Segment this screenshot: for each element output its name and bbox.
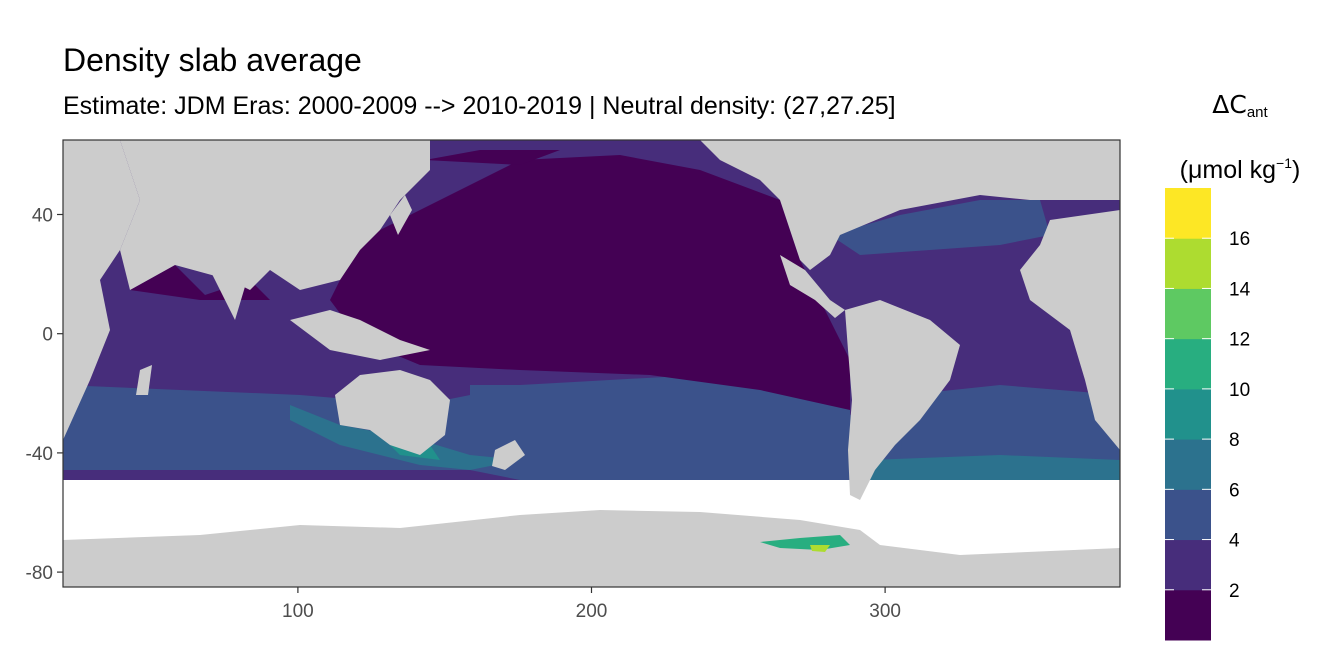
x-tick-label: 200 <box>576 601 608 622</box>
land-india <box>210 270 250 320</box>
land-australia <box>335 370 450 455</box>
colorbar-label: 14 <box>1229 279 1251 300</box>
legend-unit-sup: −1 <box>1276 155 1292 171</box>
ocean-band-0-2-north <box>425 150 560 165</box>
land-antarctica <box>63 510 1120 587</box>
legend-subscript: ant <box>1246 104 1268 121</box>
ocean-band-6-8-atlantic <box>870 455 1120 485</box>
x-axis: 100 200 300 <box>282 587 901 622</box>
legend-symbol: ΔC <box>1212 90 1247 119</box>
ocean-band-4-6-north-atlantic <box>830 200 1050 255</box>
ocean-band-0-2-pacific <box>330 155 850 410</box>
colorbar: 2 4 6 8 10 12 14 16 <box>1165 188 1251 641</box>
y-tick-label: -80 <box>26 563 53 584</box>
colorbar-label: 2 <box>1229 581 1240 602</box>
colorbar-segment <box>1165 539 1211 591</box>
colorbar-segment <box>1165 489 1211 541</box>
land-maritime-continent <box>290 310 430 360</box>
land-south-america <box>845 300 960 500</box>
page-title: Density slab average <box>63 42 362 78</box>
land-new-zealand <box>492 440 525 470</box>
y-axis: 40 0 -40 -80 <box>26 206 63 584</box>
legend-title: ΔCant (μmol kg−1) <box>1150 80 1330 195</box>
colorbar-segment <box>1165 589 1211 641</box>
colorbar-label: 4 <box>1229 531 1240 552</box>
land-africa <box>63 140 140 440</box>
x-tick-label: 300 <box>869 601 901 622</box>
y-tick-label: 0 <box>42 325 53 346</box>
ocean-band-4-6-pacific <box>470 385 850 470</box>
land-africa-atlantic-side <box>1020 210 1120 450</box>
legend-unit-open: (μmol kg <box>1179 156 1277 184</box>
colorbar-label: 16 <box>1229 229 1250 250</box>
x-tick-label: 100 <box>282 601 314 622</box>
antarctic-peak-patch <box>810 545 830 552</box>
colorbar-label: 8 <box>1229 430 1240 451</box>
legend-unit-close: ) <box>1292 156 1301 184</box>
colorbar-segment <box>1165 388 1211 440</box>
ocean-band-4-6-south-atlantic <box>900 385 1120 465</box>
colorbar-segment <box>1165 238 1211 289</box>
land-central-america <box>780 255 845 318</box>
y-tick-label: 40 <box>32 206 53 227</box>
land-greenland <box>940 140 1030 185</box>
colorbar-segment <box>1165 188 1211 239</box>
colorbar-segment <box>1165 338 1211 390</box>
land-madagascar <box>136 365 152 395</box>
land-eurasia <box>63 140 430 290</box>
colorbar-label: 6 <box>1229 480 1240 501</box>
land-japan <box>390 195 412 235</box>
colorbar-label: 10 <box>1229 380 1250 401</box>
colorbar-segment <box>1165 288 1211 340</box>
colorbar-segment <box>1165 439 1211 490</box>
page-subtitle: Estimate: JDM Eras: 2000-2009 --> 2010-2… <box>63 92 896 120</box>
y-tick-label: -40 <box>26 444 53 465</box>
colorbar-label: 12 <box>1229 330 1250 351</box>
